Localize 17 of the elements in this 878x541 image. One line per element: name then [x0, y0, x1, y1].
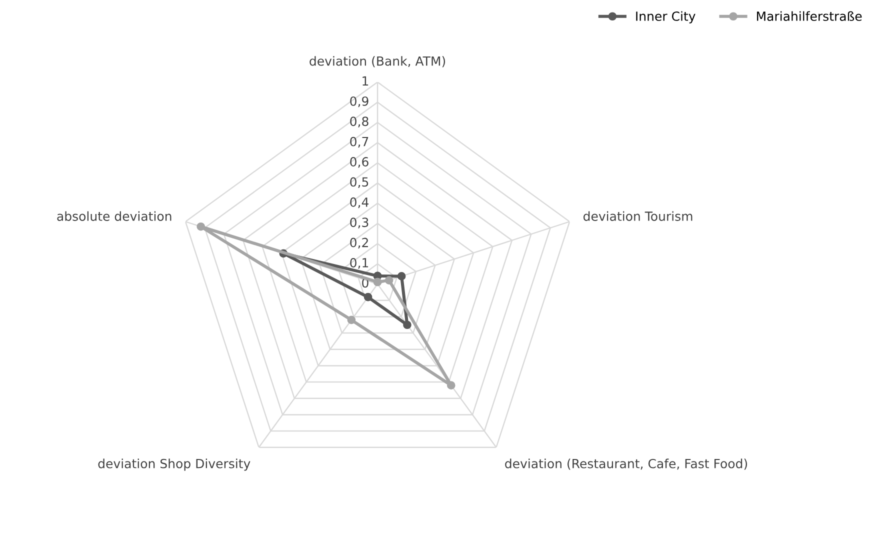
y-tick-label: 0,7 [350, 136, 368, 148]
spoke-label: deviation (Bank, ATM) [310, 56, 446, 68]
spoke-label: deviation (Restaurant, Cafe, Fast Food) [505, 458, 748, 470]
y-tick-label: 1 [362, 76, 368, 86]
legend-label: Mariahilferstraße [756, 11, 862, 21]
spoke-label: absolute deviation [57, 211, 172, 221]
y-tick-label: 0,4 [350, 197, 369, 208]
spoke-label: deviation Shop Diversity [98, 458, 250, 471]
legend-label: Inner City [636, 11, 696, 24]
y-tick-label: 0,9 [350, 96, 368, 108]
y-tick-label: 0,5 [350, 177, 368, 188]
y-tick-label: 0,8 [350, 116, 368, 128]
y-tick-label: 0,1 [350, 258, 368, 269]
y-tick-label: 0,6 [350, 157, 368, 168]
y-tick-label: 0,3 [350, 218, 368, 228]
spoke-label: deviation Tourism [583, 211, 692, 221]
y-tick-label: 0,2 [350, 238, 368, 249]
